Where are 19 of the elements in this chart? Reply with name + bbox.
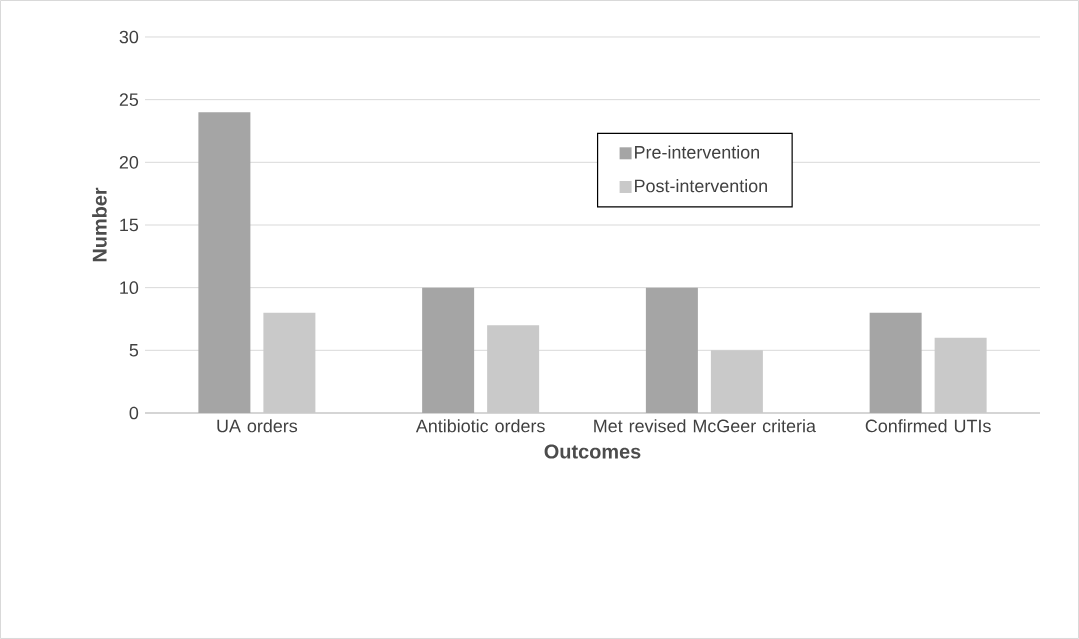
y-tick-label: 10 <box>120 281 139 294</box>
legend-label: Post-intervention <box>635 179 767 193</box>
x-tick-label: Confirmed UTIs <box>865 419 991 433</box>
x-tick-label: Antibiotic orders <box>415 419 545 433</box>
bar <box>198 112 251 413</box>
y-tick-label: 0 <box>129 406 139 420</box>
bar <box>645 287 698 413</box>
y-tick-label: 30 <box>119 30 139 44</box>
x-tick-label: UA orders <box>217 419 298 433</box>
x-axis-title: Outcomes <box>544 444 641 459</box>
legend-label: Pre-intervention <box>635 145 759 159</box>
y-tick-label: 25 <box>119 93 139 106</box>
bar <box>869 312 922 413</box>
y-tick-label: 5 <box>129 344 139 357</box>
y-axis-title: Number <box>92 187 107 262</box>
x-tick-label: Met revised McGeer criteria <box>594 419 816 433</box>
y-tick-label: 15 <box>120 218 139 232</box>
bar <box>422 287 475 413</box>
y-tick-label: 20 <box>119 155 139 169</box>
